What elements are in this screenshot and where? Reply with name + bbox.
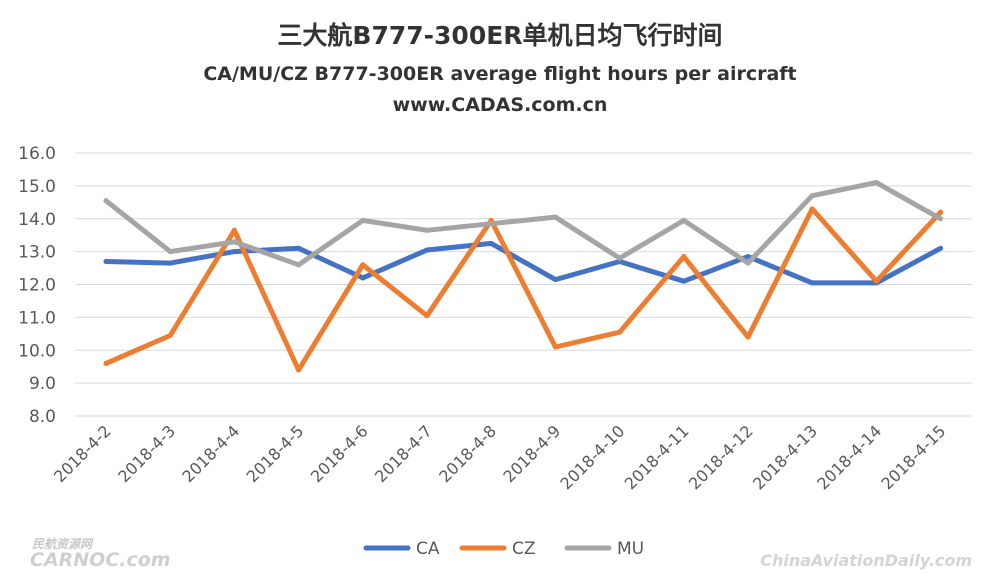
data-point-cz	[296, 367, 302, 373]
data-point-cz	[938, 209, 944, 215]
x-tick-label: 2018-4-5	[243, 421, 308, 486]
data-point-cz	[552, 344, 558, 350]
data-point-mu	[167, 249, 173, 255]
data-point-ca	[360, 275, 366, 281]
x-tick-label: 2018-4-10	[556, 421, 628, 493]
data-point-cz	[103, 360, 109, 366]
data-point-mu	[681, 217, 687, 223]
data-point-mu	[617, 255, 623, 261]
data-point-mu	[552, 214, 558, 220]
data-point-ca	[938, 245, 944, 251]
y-tick-label: 10.0	[18, 341, 56, 361]
legend-item-mu: MU	[564, 539, 644, 559]
x-tick-label: 2018-4-9	[499, 421, 564, 486]
watermark-left: 民航资源网 CARNOC.com	[30, 537, 171, 571]
x-tick-label: 2018-4-12	[685, 421, 757, 493]
x-tick-label: 2018-4-2	[50, 421, 115, 486]
chart-website: www.CADAS.com.cn	[393, 94, 608, 116]
data-point-mu	[231, 239, 237, 245]
data-point-cz	[745, 334, 751, 340]
y-tick-label: 15.0	[18, 177, 56, 197]
y-tick-label: 9.0	[29, 374, 56, 394]
data-point-ca	[424, 247, 430, 253]
watermark-right: ChinaAviationDaily.com	[760, 551, 972, 570]
x-tick-label: 2018-4-6	[307, 421, 372, 486]
data-point-mu	[424, 227, 430, 233]
x-tick-label: 2018-4-15	[877, 421, 949, 493]
y-tick-label: 14.0	[18, 210, 56, 230]
data-point-mu	[809, 193, 815, 199]
series-lines	[103, 180, 944, 373]
data-point-mu	[873, 180, 879, 186]
y-tick-label: 13.0	[18, 243, 56, 263]
legend-label: CA	[416, 539, 440, 559]
legend-label: CZ	[512, 539, 536, 559]
data-point-mu	[938, 216, 944, 222]
data-point-mu	[360, 217, 366, 223]
y-tick-label: 11.0	[18, 308, 56, 328]
x-tick-label: 2018-4-4	[178, 421, 243, 486]
data-point-cz	[231, 227, 237, 233]
data-point-mu	[488, 221, 494, 227]
x-tick-label: 2018-4-14	[813, 421, 885, 493]
data-point-ca	[488, 240, 494, 246]
data-point-cz	[809, 206, 815, 212]
series-line-cz	[103, 206, 944, 373]
y-axis-ticks: 8.0 9.0 10.0 11.0 12.0 13.0 14.0 15.0 16.0	[18, 144, 56, 427]
data-point-mu	[296, 262, 302, 268]
data-point-ca	[296, 245, 302, 251]
legend-label: MU	[617, 539, 644, 559]
chart-title: 三大航B777-300ER单机日均飞行时间	[277, 21, 722, 50]
data-point-cz	[681, 254, 687, 260]
data-point-cz	[360, 262, 366, 268]
watermark-left-en: CARNOC.com	[30, 549, 171, 571]
data-point-ca	[681, 278, 687, 284]
data-point-ca	[103, 258, 109, 264]
data-point-ca	[809, 280, 815, 286]
data-point-mu	[745, 260, 751, 266]
legend-item-cz: CZ	[459, 539, 536, 559]
data-point-ca	[552, 277, 558, 283]
y-tick-label: 12.0	[18, 276, 56, 296]
data-point-cz	[617, 329, 623, 335]
series-line-ca	[103, 240, 944, 286]
watermark-left-cn: 民航资源网	[32, 537, 94, 551]
y-tick-label: 16.0	[18, 144, 56, 164]
x-tick-label: 2018-4-11	[621, 421, 693, 493]
x-tick-label: 2018-4-7	[371, 421, 436, 486]
x-axis-ticks: 2018-4-2 2018-4-3 2018-4-4 2018-4-5 2018-4-6…	[50, 421, 949, 493]
data-point-cz	[424, 313, 430, 319]
x-tick-label: 2018-4-3	[114, 421, 179, 486]
data-point-cz	[873, 278, 879, 284]
data-point-ca	[167, 260, 173, 266]
x-tick-label: 2018-4-8	[435, 421, 500, 486]
series-line-mu	[103, 180, 944, 268]
legend: CA CZ MU	[363, 539, 644, 559]
legend-item-ca: CA	[363, 539, 440, 559]
data-point-ca	[745, 254, 751, 260]
data-point-cz	[167, 332, 173, 338]
data-point-mu	[103, 198, 109, 204]
data-point-ca	[231, 249, 237, 255]
x-tick-label: 2018-4-13	[749, 421, 821, 493]
chart-subtitle: CA/MU/CZ B777-300ER average flight hours…	[203, 63, 796, 85]
y-tick-label: 8.0	[29, 407, 56, 427]
